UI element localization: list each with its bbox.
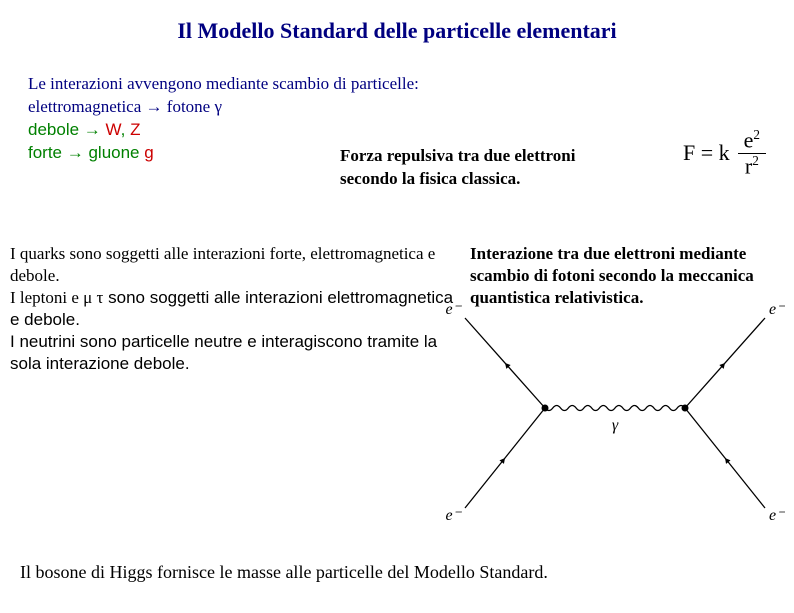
quarks-leptons-block: I quarks sono soggetti alle interazioni … <box>10 243 460 376</box>
svg-text:γ: γ <box>612 417 619 434</box>
svg-text:e⁻: e⁻ <box>445 301 462 318</box>
intro-forte: forte → gluone <box>28 143 144 162</box>
formula-lhs: F = k <box>683 140 730 166</box>
intro-line2b: → fotone <box>146 97 215 116</box>
intro-W: W <box>106 120 121 139</box>
feynman-diagram: e⁻ e⁻ e⁻ e⁻ γ <box>445 298 785 528</box>
forza-line1: Forza repulsiva tra due elettroni <box>340 146 575 165</box>
intro-debole: debole → <box>28 120 106 139</box>
higgs-text: Il bosone di Higgs fornisce le masse all… <box>20 562 548 583</box>
leptoni-symbols: e μ τ <box>71 288 103 307</box>
svg-text:e⁻: e⁻ <box>769 507 785 524</box>
svg-text:e⁻: e⁻ <box>769 301 785 318</box>
intro-comma: , <box>121 120 130 139</box>
quarks-text: I quarks sono soggetti alle interazioni … <box>10 244 435 285</box>
svg-text:e⁻: e⁻ <box>445 507 462 524</box>
intro-Z: Z <box>130 120 140 139</box>
intro-line2a: elettromagnetica <box>28 97 146 116</box>
neutrini-text: I neutrini sono particelle neutre e inte… <box>10 332 437 373</box>
formula-den-exp: 2 <box>752 153 759 168</box>
intro-g: g <box>144 143 153 162</box>
formula-num: e <box>744 127 754 152</box>
intro-gamma: γ <box>214 97 222 116</box>
leptoni-label: I leptoni <box>10 288 71 307</box>
page-title: Il Modello Standard delle particelle ele… <box>0 18 794 44</box>
formula-num-exp: 2 <box>753 127 760 142</box>
forza-text: Forza repulsiva tra due elettroni second… <box>340 145 575 191</box>
intro-line1: Le interazioni avvengono mediante scambi… <box>28 74 419 93</box>
coulomb-formula: F = k e2 r2 <box>683 128 766 178</box>
forza-line2: secondo la fisica classica. <box>340 169 520 188</box>
